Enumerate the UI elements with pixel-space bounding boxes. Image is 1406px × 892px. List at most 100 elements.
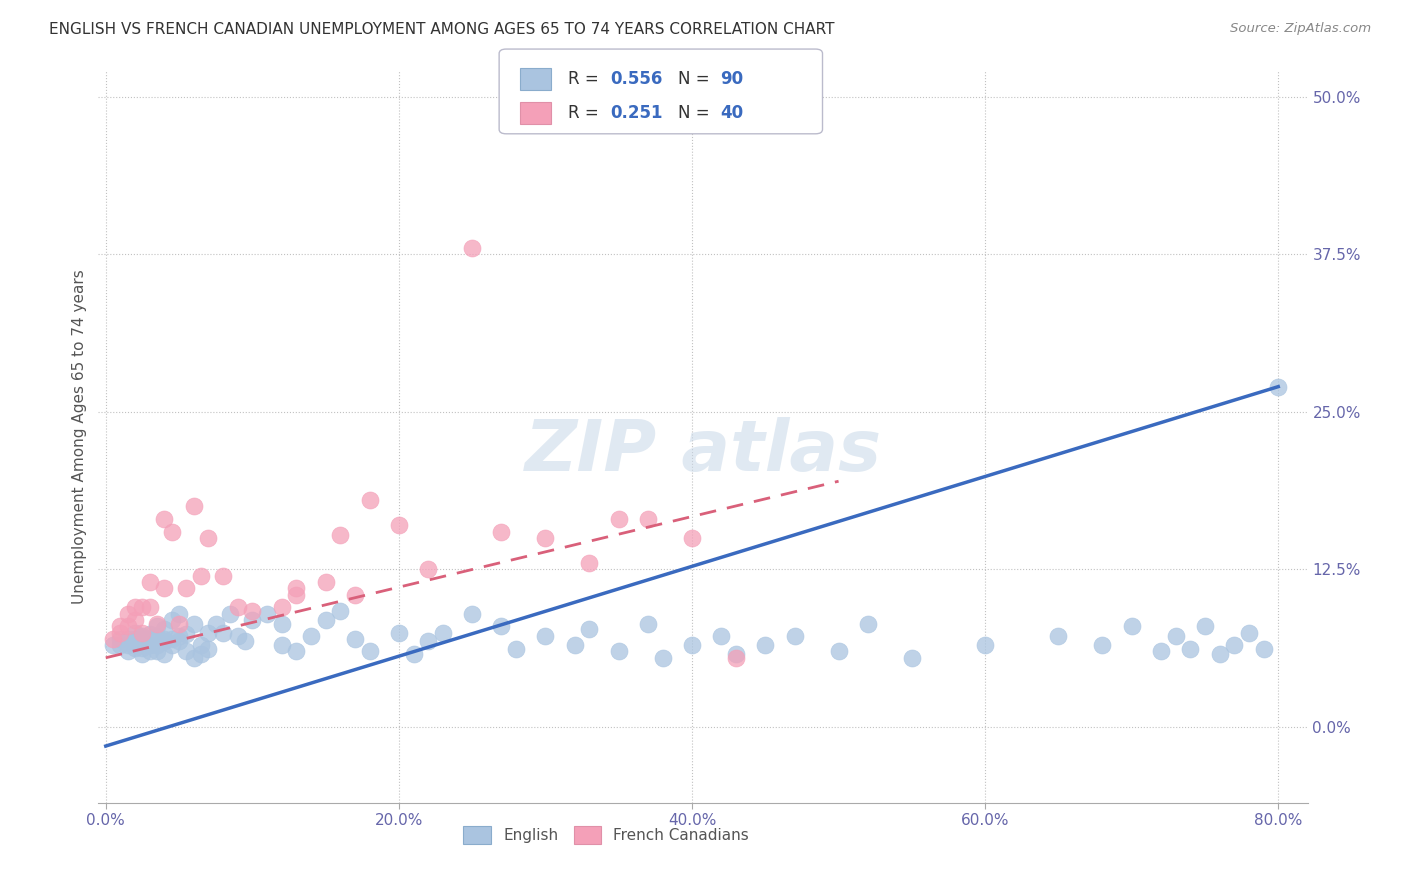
Point bbox=[117, 619, 139, 633]
Point bbox=[190, 569, 212, 583]
Point bbox=[637, 512, 659, 526]
Point bbox=[681, 531, 703, 545]
Text: R =: R = bbox=[568, 70, 605, 88]
Point bbox=[124, 635, 146, 649]
Text: 40: 40 bbox=[720, 104, 742, 122]
Point bbox=[329, 604, 352, 618]
Point bbox=[359, 493, 381, 508]
Point bbox=[131, 625, 153, 640]
Point bbox=[131, 629, 153, 643]
Point bbox=[343, 632, 366, 646]
Point bbox=[388, 625, 411, 640]
Point bbox=[534, 531, 557, 545]
Point bbox=[299, 629, 322, 643]
Point bbox=[197, 625, 219, 640]
Text: ZIP atlas: ZIP atlas bbox=[524, 417, 882, 486]
Text: N =: N = bbox=[678, 70, 714, 88]
Point bbox=[131, 632, 153, 646]
Point bbox=[204, 616, 226, 631]
Point bbox=[285, 644, 308, 658]
Point bbox=[754, 638, 776, 652]
Point bbox=[190, 647, 212, 661]
Point bbox=[285, 588, 308, 602]
Point bbox=[183, 500, 205, 514]
Point bbox=[153, 622, 176, 636]
Point bbox=[827, 644, 849, 658]
Point bbox=[315, 575, 337, 590]
Point bbox=[153, 632, 176, 646]
Text: 0.251: 0.251 bbox=[610, 104, 662, 122]
Point bbox=[1237, 625, 1260, 640]
Point bbox=[153, 582, 176, 596]
Point bbox=[124, 640, 146, 655]
Point bbox=[138, 627, 160, 641]
Point bbox=[1164, 629, 1187, 643]
Point bbox=[343, 588, 366, 602]
Point bbox=[138, 575, 160, 590]
Point bbox=[637, 616, 659, 631]
Point bbox=[1180, 642, 1202, 657]
Point bbox=[1194, 619, 1216, 633]
Text: R =: R = bbox=[568, 104, 605, 122]
Point bbox=[197, 531, 219, 545]
Point bbox=[388, 518, 411, 533]
Point bbox=[901, 650, 924, 665]
Point bbox=[124, 625, 146, 640]
Point bbox=[131, 640, 153, 655]
Point bbox=[101, 638, 124, 652]
Point bbox=[219, 607, 242, 621]
Point bbox=[176, 644, 198, 658]
Text: ENGLISH VS FRENCH CANADIAN UNEMPLOYMENT AMONG AGES 65 TO 74 YEARS CORRELATION CH: ENGLISH VS FRENCH CANADIAN UNEMPLOYMENT … bbox=[49, 22, 835, 37]
Point bbox=[491, 524, 513, 539]
Point bbox=[233, 634, 256, 648]
Point bbox=[167, 607, 190, 621]
Point bbox=[176, 582, 198, 596]
Point bbox=[270, 616, 292, 631]
Point bbox=[783, 629, 806, 643]
Point bbox=[564, 638, 586, 652]
Point bbox=[167, 634, 190, 648]
Point bbox=[110, 638, 132, 652]
Point bbox=[1267, 379, 1289, 393]
Point bbox=[153, 647, 176, 661]
Point bbox=[359, 644, 381, 658]
Point bbox=[190, 638, 212, 652]
Point bbox=[1223, 638, 1246, 652]
Point bbox=[117, 632, 139, 646]
Point bbox=[329, 528, 352, 542]
Point bbox=[160, 632, 183, 646]
Point bbox=[110, 625, 132, 640]
Text: Source: ZipAtlas.com: Source: ZipAtlas.com bbox=[1230, 22, 1371, 36]
Point bbox=[491, 619, 513, 633]
Point bbox=[131, 634, 153, 648]
Point bbox=[153, 512, 176, 526]
Text: 90: 90 bbox=[720, 70, 742, 88]
Point bbox=[240, 613, 263, 627]
Text: 0.556: 0.556 bbox=[610, 70, 662, 88]
Point bbox=[226, 629, 249, 643]
Point bbox=[146, 629, 169, 643]
Point bbox=[505, 642, 527, 657]
Point bbox=[138, 632, 160, 646]
Point bbox=[1091, 638, 1114, 652]
Point bbox=[146, 616, 169, 631]
Point bbox=[197, 642, 219, 657]
Point bbox=[183, 616, 205, 631]
Point bbox=[240, 604, 263, 618]
Point bbox=[724, 647, 747, 661]
Point bbox=[138, 644, 160, 658]
Point bbox=[402, 647, 425, 661]
Point bbox=[578, 556, 600, 570]
Point bbox=[1121, 619, 1143, 633]
Point bbox=[212, 625, 235, 640]
Point bbox=[418, 634, 440, 648]
Y-axis label: Unemployment Among Ages 65 to 74 years: Unemployment Among Ages 65 to 74 years bbox=[72, 269, 87, 605]
Point bbox=[1150, 644, 1173, 658]
Point bbox=[461, 607, 484, 621]
Point bbox=[724, 650, 747, 665]
Point bbox=[146, 638, 169, 652]
Point bbox=[1208, 647, 1230, 661]
Point bbox=[101, 632, 124, 646]
Point bbox=[226, 600, 249, 615]
Point bbox=[138, 638, 160, 652]
